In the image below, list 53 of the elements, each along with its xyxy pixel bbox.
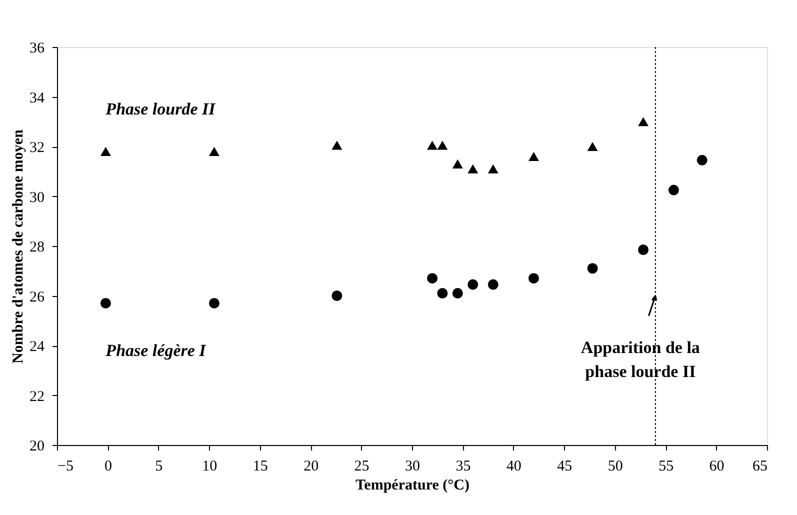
x-tick-label: 25 xyxy=(354,458,370,474)
y-tick-label: 22 xyxy=(30,388,44,405)
point xyxy=(100,146,111,156)
point xyxy=(427,273,438,284)
x-tick-label: 5 xyxy=(155,458,163,474)
point xyxy=(638,244,648,255)
x-axis-title: Température (°C) xyxy=(356,478,470,494)
x-tick-label: 50 xyxy=(608,458,623,474)
x-tick-label: 30 xyxy=(405,458,420,474)
point xyxy=(468,279,478,290)
point xyxy=(488,279,498,290)
x-tick-label: 65 xyxy=(752,458,768,474)
point xyxy=(587,263,598,274)
series-label: Phase légère I xyxy=(104,341,208,360)
point xyxy=(668,184,679,196)
point xyxy=(528,152,539,161)
x-tick-label: 10 xyxy=(202,458,218,474)
x-tick-label: 15 xyxy=(252,458,268,474)
point xyxy=(638,117,648,126)
x-tick-label: 55 xyxy=(658,458,674,474)
point xyxy=(100,298,111,308)
point xyxy=(452,159,463,168)
y-tick-label: 28 xyxy=(30,240,44,256)
series-label: Phase lourde II xyxy=(104,99,217,118)
point xyxy=(332,140,342,150)
y-tick-label: 30 xyxy=(30,190,44,206)
point xyxy=(437,140,448,150)
y-tick-label: 36 xyxy=(30,40,45,56)
x-tick-label: 60 xyxy=(709,458,724,474)
point xyxy=(696,154,708,166)
x-tick-label: 45 xyxy=(557,458,572,474)
point xyxy=(528,273,539,284)
y-axis-title: Nombre d'atomes de carbone moyen xyxy=(10,128,26,364)
point xyxy=(332,290,342,301)
y-tick-label: 24 xyxy=(30,339,45,355)
point xyxy=(437,288,448,298)
y-tick-label: 26 xyxy=(30,289,45,306)
point xyxy=(208,298,220,308)
x-tick-label: 0 xyxy=(104,458,112,474)
annotation: Apparition de la phase lourde II xyxy=(580,338,700,381)
y-tick-label: 32 xyxy=(30,140,44,156)
point xyxy=(468,164,478,174)
y-tick-label: 20 xyxy=(30,438,44,454)
x-tick-label: 40 xyxy=(506,458,522,474)
point xyxy=(587,142,598,152)
y-tick-label: 34 xyxy=(30,90,45,106)
point xyxy=(208,146,220,156)
x-tick-label: 20 xyxy=(304,458,319,474)
point xyxy=(427,140,438,150)
point xyxy=(452,288,463,298)
x-tick-label: 35 xyxy=(456,458,471,474)
x-tick-label: −5 xyxy=(58,458,74,474)
point xyxy=(488,164,498,174)
